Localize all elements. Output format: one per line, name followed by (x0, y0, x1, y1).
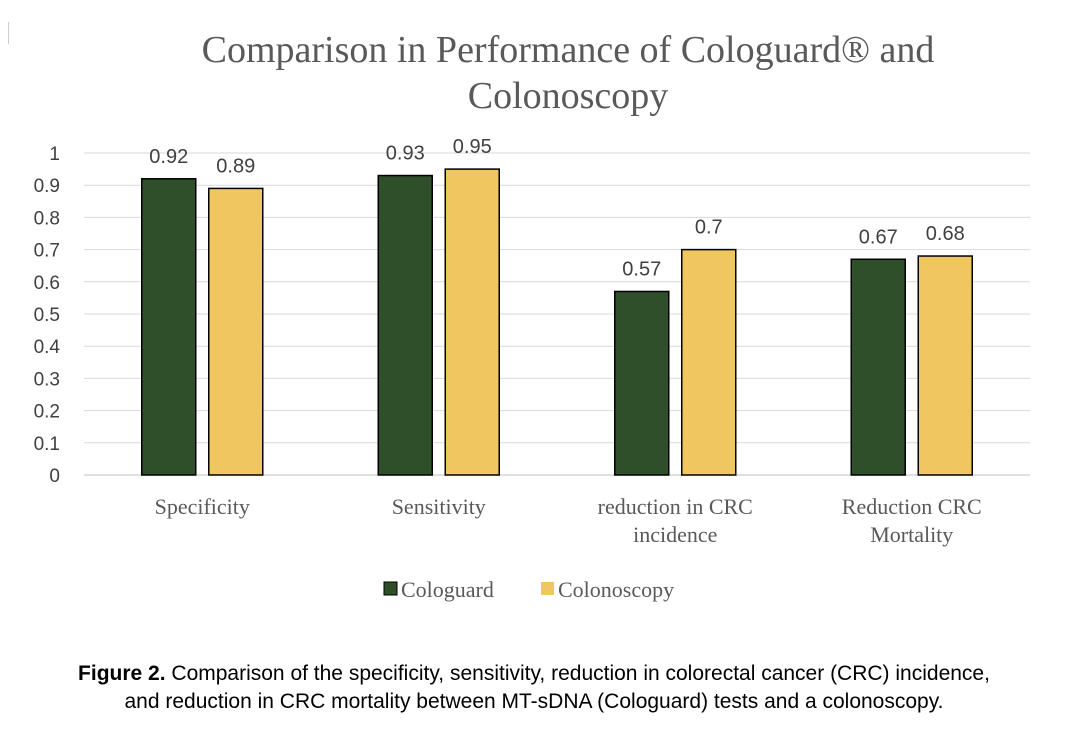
y-tick-label-0.4: 0.4 (34, 337, 61, 358)
data-labels: 0.92 0.89 0.93 0.95 0.57 0.7 0.67 0.68 (149, 136, 964, 280)
caption-text-1: Comparison of the specificity, sensitivi… (165, 662, 990, 685)
legend-swatch-colonoscopy (541, 582, 554, 595)
y-tick-label-0.5: 0.5 (34, 305, 60, 326)
data-label-colonoscopy-1: 0.89 (216, 155, 255, 177)
bar-cologuard-2 (377, 174, 433, 476)
legend-label-colonoscopy: Colonoscopy (558, 577, 674, 602)
y-tick-label-0: 0 (49, 466, 60, 487)
corner-mark (8, 22, 9, 44)
data-label-cologuard-2: 0.93 (386, 143, 425, 165)
legend-label-cologuard: Cologuard (401, 577, 494, 602)
category-label-2-line-1: Sensitivity (392, 494, 486, 519)
category-label-3-line-1: reduction in CRC (598, 494, 753, 519)
bar-cologuard-1 (141, 178, 197, 476)
bar-colonoscopy-4 (917, 255, 973, 476)
y-tick-label-0.8: 0.8 (34, 208, 60, 229)
figure-caption: Figure 2. Comparison of the specificity,… (0, 660, 1068, 716)
bar-chart: Comparison in Performance of Cologuard® … (34, 29, 1030, 602)
y-axis-ticks: 0 0.1 0.2 0.3 0.4 0.5 0.6 0.7 0.8 0.9 1 (34, 144, 61, 487)
legend-swatch-cologuard (383, 581, 398, 596)
y-tick-label-0.3: 0.3 (34, 369, 60, 390)
y-tick-label-1: 1 (49, 144, 60, 165)
legend: Cologuard Colonoscopy (383, 577, 674, 602)
bars (141, 168, 973, 476)
data-label-cologuard-1: 0.92 (149, 146, 188, 168)
caption-label: Figure 2. (78, 662, 166, 685)
category-label-4-line-1: Reduction CRC (842, 494, 982, 519)
data-label-cologuard-4: 0.67 (859, 226, 898, 248)
y-tick-label-0.9: 0.9 (34, 176, 60, 197)
y-tick-label-0.1: 0.1 (34, 434, 60, 455)
caption-line-2: and reduction in CRC mortality between M… (124, 690, 944, 713)
y-tick-label-0.7: 0.7 (34, 241, 60, 262)
data-label-colonoscopy-4: 0.68 (926, 223, 965, 245)
bar-cologuard-3 (614, 290, 670, 476)
chart-title-line-2: Colonoscopy (468, 75, 669, 117)
y-tick-label-0.6: 0.6 (34, 273, 60, 294)
category-label-1-line-1: Specificity (155, 494, 250, 519)
bar-colonoscopy-2 (444, 168, 500, 476)
category-label-4-line-2: Mortality (870, 522, 953, 547)
data-label-colonoscopy-3: 0.7 (695, 217, 723, 239)
data-label-colonoscopy-2: 0.95 (453, 136, 492, 158)
chart-title-line-1: Comparison in Performance of Cologuard® … (202, 29, 935, 71)
x-axis-categories: Specificity Sensitivity reduction in CRC in… (155, 494, 982, 547)
bar-cologuard-4 (850, 258, 906, 476)
category-label-3-line-2: incidence (633, 522, 717, 547)
y-tick-label-0.2: 0.2 (34, 402, 60, 423)
bar-colonoscopy-1 (208, 187, 264, 476)
caption-line-1: Figure 2. Comparison of the specificity,… (0, 660, 1068, 688)
data-label-cologuard-3: 0.57 (622, 258, 661, 280)
chart-title: Comparison in Performance of Cologuard® … (202, 29, 935, 117)
bar-colonoscopy-3 (681, 248, 737, 476)
